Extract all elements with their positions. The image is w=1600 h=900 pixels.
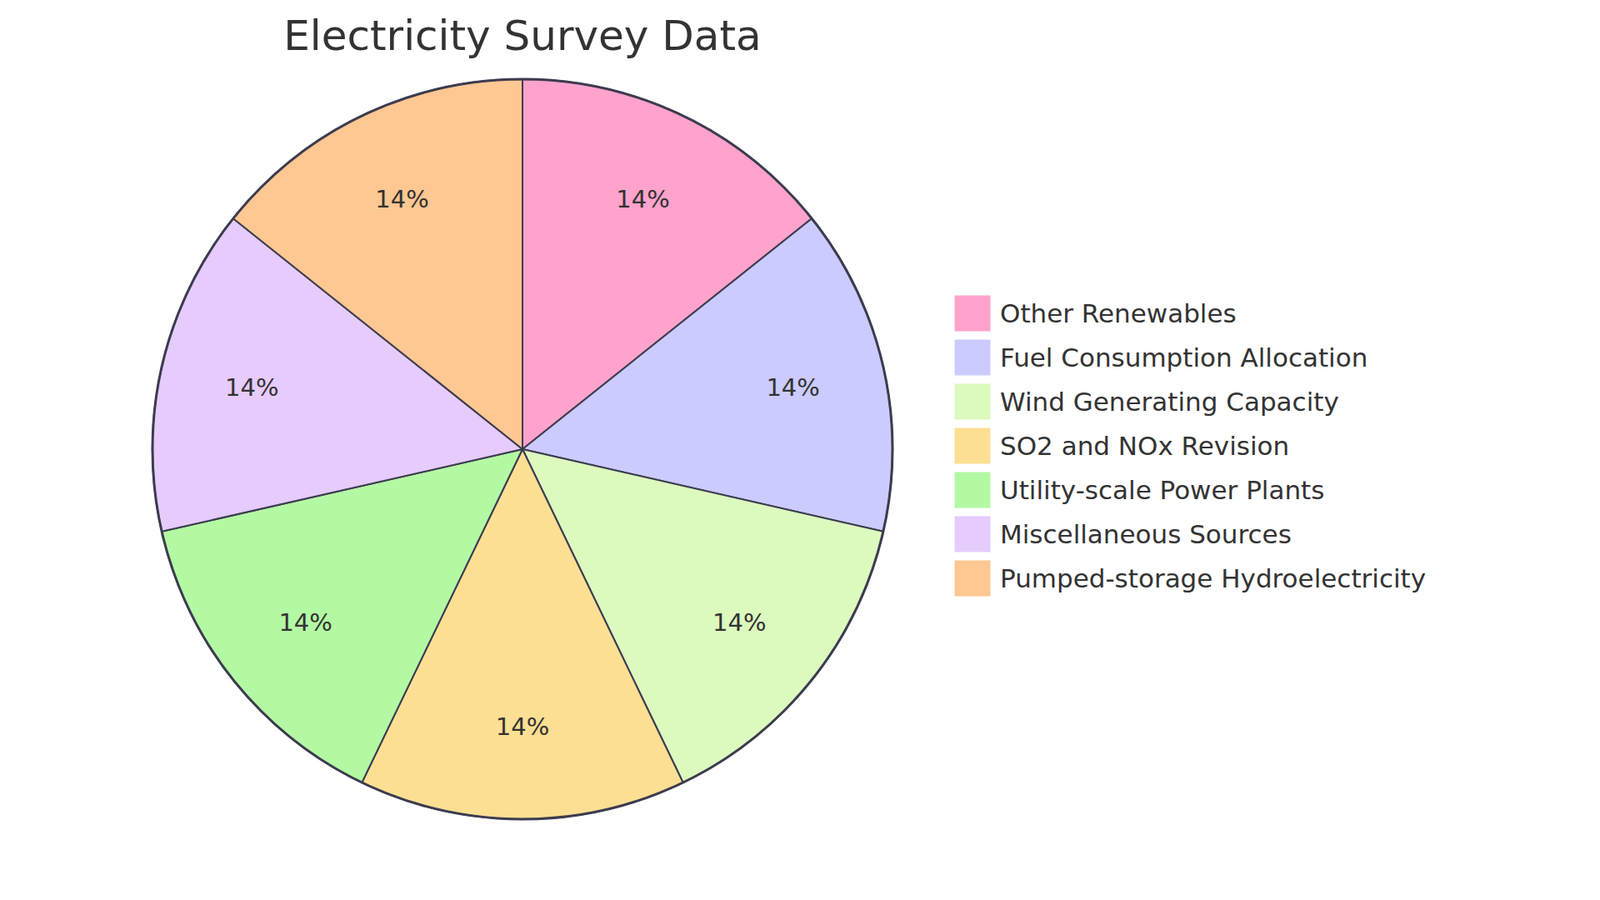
legend-label: Pumped-storage Hydroelectricity — [1000, 563, 1426, 594]
legend-label: Other Renewables — [1000, 298, 1237, 329]
data-label: 14% — [278, 608, 332, 637]
pie-outline — [152, 79, 893, 820]
data-label: 14% — [615, 185, 670, 214]
legend-label: SO2 and NOx Revision — [1000, 430, 1290, 461]
legend-swatch — [954, 515, 991, 553]
legend-swatch — [954, 339, 991, 376]
data-label: 14% — [225, 373, 279, 402]
title: Electricity Survey Data — [283, 11, 761, 60]
legend-swatch — [954, 295, 991, 332]
slices — [152, 79, 893, 820]
legend-label: Wind Generating Capacity — [1000, 386, 1340, 417]
legend-swatch — [954, 383, 991, 420]
legend-label: Fuel Consumption Allocation — [1000, 342, 1368, 373]
data-label: 14% — [765, 373, 820, 402]
legend-swatch — [954, 427, 991, 465]
data-labels: 14% 14% 14% 14% 14% 14% 14% — [225, 185, 820, 741]
legend-label: Utility-scale Power Plants — [1000, 475, 1325, 505]
legend-swatch — [954, 560, 991, 597]
data-label: 14% — [495, 712, 550, 741]
legend-swatch — [954, 471, 991, 509]
chart: Electricity Survey Data14%14%14%14%14%14… — [0, 0, 1600, 900]
legend-label: Miscellaneous Sources — [1000, 519, 1292, 550]
data-label: 14% — [375, 185, 429, 214]
legend: Other Renewables Fuel Consumption Allocat… — [954, 295, 1426, 597]
data-label: 14% — [712, 608, 766, 637]
